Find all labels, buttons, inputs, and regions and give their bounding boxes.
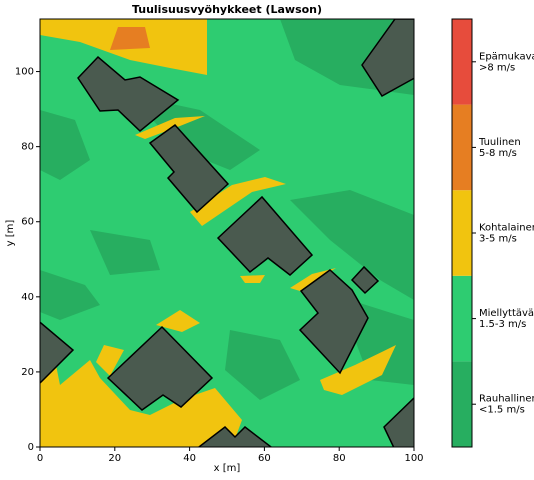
y-tick-label: 80 xyxy=(21,142,34,153)
colorbar-label: <1.5 m/s xyxy=(479,405,525,416)
x-axis-label: x [m] xyxy=(214,463,241,474)
x-tick-label: 80 xyxy=(333,453,346,464)
colorbar-label: Rauhallinen xyxy=(479,394,534,405)
x-tick-label: 40 xyxy=(183,453,196,464)
colorbar-segment xyxy=(452,104,472,191)
y-tick-label: 60 xyxy=(21,217,34,228)
colorbar-label: 1.5-3 m/s xyxy=(479,319,526,330)
colorbar-label: Miellyttävä xyxy=(479,308,534,319)
colorbar-segment xyxy=(452,190,472,276)
windy-zone xyxy=(110,27,150,50)
colorbar-label: Kohtalainen xyxy=(479,223,534,234)
colorbar-segment xyxy=(452,19,472,105)
y-axis-label: y [m] xyxy=(5,220,16,247)
x-tick-label: 0 xyxy=(37,453,43,464)
colorbar-label: >8 m/s xyxy=(479,62,515,73)
y-tick-label: 40 xyxy=(21,292,34,303)
colorbar-label: Tuulinen xyxy=(478,137,521,148)
colorbar-label: 5-8 m/s xyxy=(479,148,517,159)
y-tick-label: 100 xyxy=(15,67,34,78)
buildings xyxy=(40,19,414,447)
x-tick-label: 100 xyxy=(404,453,423,464)
y-tick-label: 0 xyxy=(28,442,34,453)
colorbar-frame xyxy=(451,18,473,448)
x-tick-label: 60 xyxy=(258,453,271,464)
chart-title: Tuulisuusvyöhykkeet (Lawson) xyxy=(132,3,322,16)
y-tick-label: 20 xyxy=(21,367,34,378)
colorbar-segment xyxy=(452,361,472,447)
colorbar-segment xyxy=(452,275,472,362)
plot-frame xyxy=(39,18,415,448)
colorbar-label: 3-5 m/s xyxy=(479,234,517,245)
colorbar-label: Epämukava xyxy=(479,51,534,62)
x-tick-label: 20 xyxy=(108,453,121,464)
map xyxy=(40,19,414,447)
